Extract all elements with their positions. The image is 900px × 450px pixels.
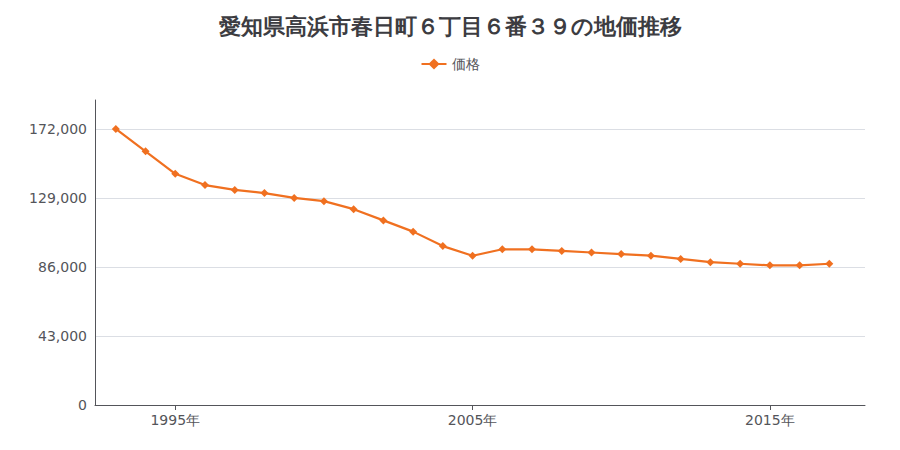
svg-text:1995年: 1995年: [150, 412, 200, 428]
svg-text:0: 0: [78, 397, 87, 413]
svg-text:172,000: 172,000: [29, 121, 87, 137]
svg-text:43,000: 43,000: [38, 328, 87, 344]
svg-text:価格: 価格: [452, 56, 480, 72]
svg-text:2005年: 2005年: [448, 412, 498, 428]
svg-text:129,000: 129,000: [29, 190, 87, 206]
svg-text:86,000: 86,000: [38, 259, 87, 275]
svg-text:愛知県高浜市春日町６丁目６番３９の地価推移: 愛知県高浜市春日町６丁目６番３９の地価推移: [219, 14, 682, 39]
svg-text:2015年: 2015年: [745, 412, 795, 428]
